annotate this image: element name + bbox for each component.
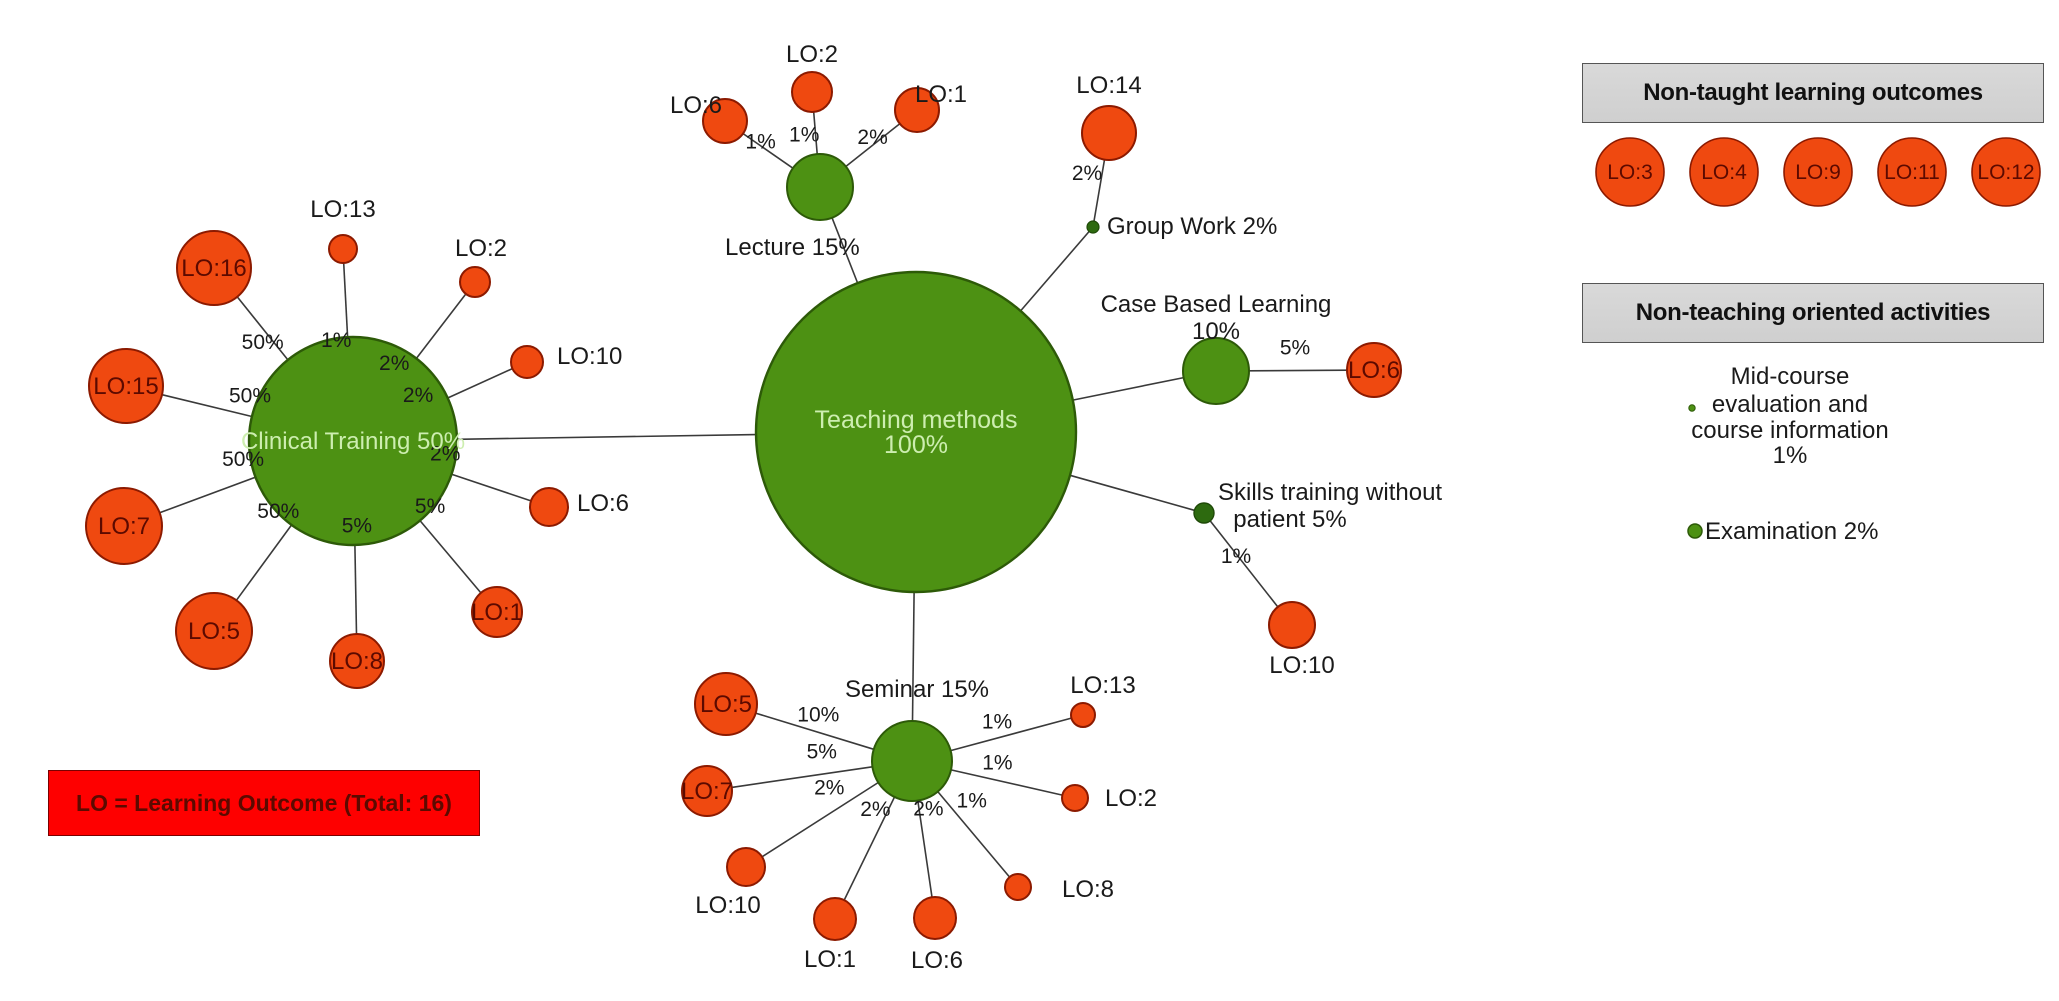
svg-text:5%: 5%	[1280, 337, 1310, 360]
svg-text:LO:6: LO:6	[911, 947, 963, 974]
svg-text:50%: 50%	[257, 500, 299, 523]
svg-text:1%: 1%	[321, 329, 351, 352]
svg-text:2%: 2%	[913, 798, 943, 821]
svg-text:10%: 10%	[1192, 318, 1240, 345]
svg-text:LO:2: LO:2	[1105, 785, 1157, 812]
svg-text:2%: 2%	[857, 126, 887, 149]
svg-text:LO:6: LO:6	[577, 490, 629, 517]
svg-text:5%: 5%	[342, 515, 372, 538]
svg-text:Clinical Training 50%: Clinical Training 50%	[241, 428, 465, 455]
svg-text:50%: 50%	[242, 331, 284, 354]
svg-text:1%: 1%	[1773, 442, 1808, 469]
svg-text:5%: 5%	[807, 741, 837, 764]
svg-text:1%: 1%	[957, 790, 987, 813]
svg-text:1%: 1%	[1221, 545, 1251, 568]
svg-text:2%: 2%	[814, 777, 844, 800]
svg-text:LO:6: LO:6	[670, 92, 722, 119]
svg-text:LO:8: LO:8	[331, 648, 383, 675]
svg-text:LO:2: LO:2	[786, 41, 838, 68]
svg-text:Group Work 2%: Group Work 2%	[1107, 213, 1277, 240]
svg-text:LO:3: LO:3	[1607, 161, 1653, 184]
svg-text:LO:7: LO:7	[681, 778, 733, 805]
svg-text:2%: 2%	[860, 798, 890, 821]
svg-text:1%: 1%	[982, 710, 1012, 733]
svg-text:LO:10: LO:10	[557, 343, 622, 370]
svg-text:LO:10: LO:10	[1269, 652, 1334, 679]
svg-text:2%: 2%	[1072, 162, 1102, 185]
svg-text:Skills training without: Skills training without	[1218, 479, 1442, 506]
svg-text:LO:4: LO:4	[1701, 161, 1747, 184]
svg-text:Mid-course: Mid-course	[1731, 363, 1850, 390]
svg-text:2%: 2%	[379, 352, 409, 375]
svg-text:1%: 1%	[745, 131, 775, 154]
svg-text:10%: 10%	[797, 703, 839, 726]
svg-text:LO:7: LO:7	[98, 513, 150, 540]
svg-text:LO:11: LO:11	[1884, 161, 1940, 184]
svg-text:LO:14: LO:14	[1076, 72, 1141, 99]
svg-text:LO:1: LO:1	[804, 946, 856, 973]
svg-text:patient 5%: patient 5%	[1233, 506, 1346, 533]
svg-text:5%: 5%	[415, 495, 445, 518]
svg-text:Case Based Learning: Case Based Learning	[1101, 291, 1332, 318]
svg-text:Examination 2%: Examination 2%	[1705, 518, 1878, 545]
svg-text:course information: course information	[1691, 417, 1888, 444]
svg-text:Lecture 15%: Lecture 15%	[725, 234, 860, 261]
svg-text:100%: 100%	[884, 431, 948, 459]
svg-text:LO:5: LO:5	[188, 618, 240, 645]
svg-text:LO:2: LO:2	[455, 235, 507, 262]
svg-text:LO:5: LO:5	[700, 691, 752, 718]
svg-text:LO:1: LO:1	[471, 599, 523, 626]
svg-text:evaluation and: evaluation and	[1712, 391, 1868, 418]
svg-text:LO:6: LO:6	[1348, 357, 1400, 384]
svg-text:LO:12: LO:12	[1977, 161, 2034, 184]
svg-text:1%: 1%	[982, 752, 1012, 775]
svg-text:LO:10: LO:10	[695, 892, 760, 919]
svg-text:LO:8: LO:8	[1062, 876, 1114, 903]
svg-text:1%: 1%	[789, 123, 819, 146]
svg-text:LO:9: LO:9	[1795, 161, 1841, 184]
svg-text:Seminar 15%: Seminar 15%	[845, 676, 989, 703]
svg-text:50%: 50%	[229, 385, 271, 408]
svg-text:LO:13: LO:13	[1070, 672, 1135, 699]
svg-text:2%: 2%	[403, 384, 433, 407]
svg-text:LO:1: LO:1	[915, 81, 967, 108]
svg-text:LO:13: LO:13	[310, 196, 375, 223]
svg-text:Teaching methods: Teaching methods	[815, 406, 1018, 434]
svg-text:LO:16: LO:16	[181, 255, 246, 282]
svg-text:LO:15: LO:15	[93, 373, 158, 400]
